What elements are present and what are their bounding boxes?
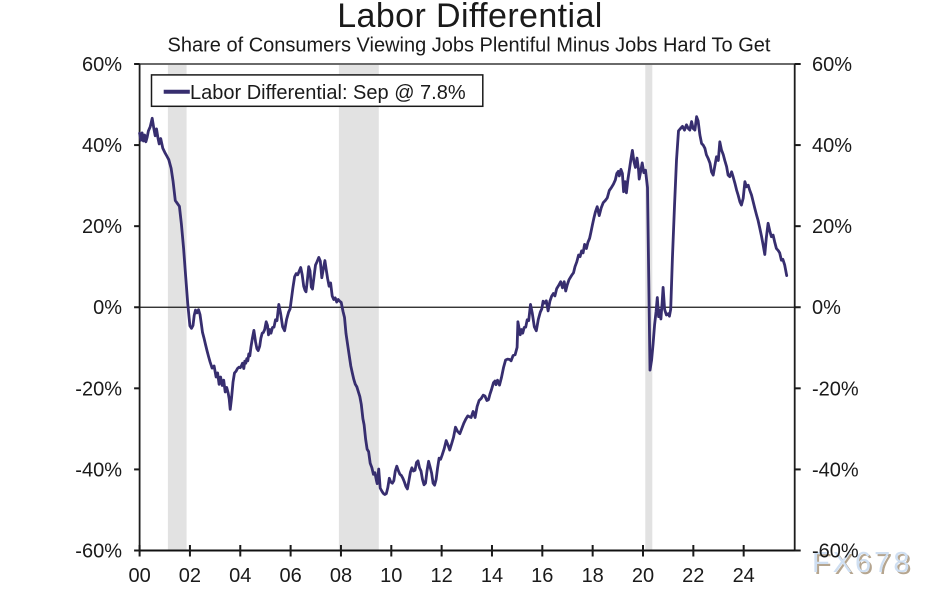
svg-text:60%: 60% bbox=[82, 54, 122, 76]
svg-text:20%: 20% bbox=[812, 216, 852, 238]
svg-text:-20%: -20% bbox=[75, 378, 122, 400]
svg-text:40%: 40% bbox=[82, 135, 122, 157]
svg-text:0%: 0% bbox=[93, 297, 122, 319]
svg-text:10: 10 bbox=[380, 565, 402, 587]
svg-text:Labor Differential: Sep @ 7.8%: Labor Differential: Sep @ 7.8% bbox=[190, 82, 466, 104]
svg-text:20: 20 bbox=[632, 565, 654, 587]
svg-text:0%: 0% bbox=[812, 297, 841, 319]
svg-text:24: 24 bbox=[733, 565, 755, 587]
svg-text:22: 22 bbox=[682, 565, 704, 587]
svg-text:08: 08 bbox=[330, 565, 352, 587]
svg-text:18: 18 bbox=[582, 565, 604, 587]
svg-text:00: 00 bbox=[128, 565, 150, 587]
svg-text:Labor Differential: Labor Differential bbox=[337, 0, 603, 35]
svg-text:14: 14 bbox=[481, 565, 503, 587]
svg-text:06: 06 bbox=[279, 565, 301, 587]
svg-text:20%: 20% bbox=[82, 216, 122, 238]
svg-text:12: 12 bbox=[430, 565, 452, 587]
svg-text:-40%: -40% bbox=[75, 459, 122, 481]
svg-text:16: 16 bbox=[531, 565, 553, 587]
svg-text:-40%: -40% bbox=[812, 459, 859, 481]
svg-text:-60%: -60% bbox=[812, 541, 859, 563]
svg-text:FX678: FX678 bbox=[812, 547, 912, 579]
svg-text:60%: 60% bbox=[812, 54, 852, 76]
svg-text:40%: 40% bbox=[812, 135, 852, 157]
svg-text:02: 02 bbox=[179, 565, 201, 587]
svg-text:FX678: FX678 bbox=[814, 549, 914, 581]
svg-text:-60%: -60% bbox=[75, 541, 122, 563]
svg-text:-20%: -20% bbox=[812, 378, 859, 400]
svg-text:Share of Consumers Viewing Job: Share of Consumers Viewing Jobs Plentifu… bbox=[168, 35, 771, 57]
svg-text:04: 04 bbox=[229, 565, 251, 587]
